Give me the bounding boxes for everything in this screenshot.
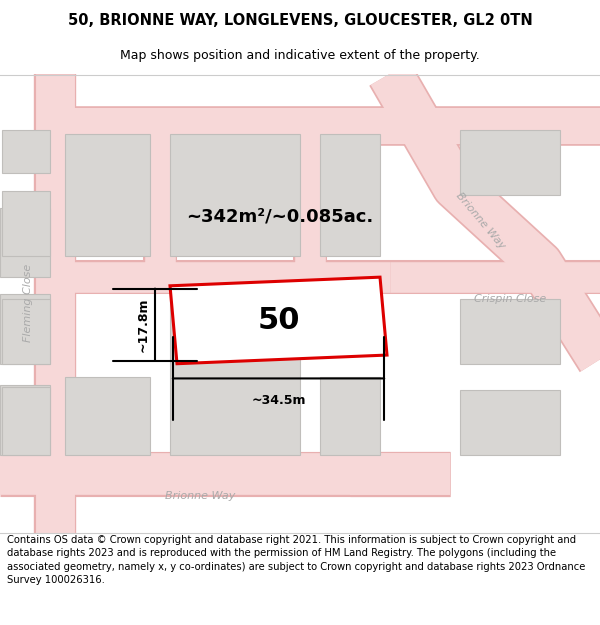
- Bar: [2, 130, 50, 173]
- Bar: [0, 386, 50, 454]
- Text: Crispin Close: Crispin Close: [474, 294, 546, 304]
- Bar: [2, 191, 50, 256]
- Text: ~34.5m: ~34.5m: [251, 394, 306, 407]
- Bar: [320, 377, 380, 454]
- Text: Brionne Way: Brionne Way: [454, 191, 506, 251]
- Bar: [65, 377, 150, 454]
- Bar: [0, 208, 50, 277]
- Text: Map shows position and indicative extent of the property.: Map shows position and indicative extent…: [120, 49, 480, 62]
- Bar: [170, 294, 300, 454]
- Text: Contains OS data © Crown copyright and database right 2021. This information is : Contains OS data © Crown copyright and d…: [7, 535, 586, 585]
- Text: Brionne Way: Brionne Way: [165, 491, 235, 501]
- Text: ~342m²/~0.085ac.: ~342m²/~0.085ac.: [187, 208, 374, 226]
- Bar: [460, 299, 560, 364]
- Text: 50, BRIONNE WAY, LONGLEVENS, GLOUCESTER, GL2 0TN: 50, BRIONNE WAY, LONGLEVENS, GLOUCESTER,…: [68, 13, 532, 28]
- Text: ~17.8m: ~17.8m: [137, 298, 149, 352]
- Bar: [170, 134, 300, 256]
- Bar: [460, 130, 560, 195]
- Text: Fleming Close: Fleming Close: [23, 264, 33, 342]
- Bar: [2, 299, 50, 364]
- Bar: [320, 134, 380, 256]
- Bar: [65, 134, 150, 256]
- Polygon shape: [170, 277, 387, 364]
- Text: 50: 50: [257, 306, 300, 335]
- Bar: [2, 387, 50, 454]
- Bar: [460, 389, 560, 454]
- Bar: [0, 294, 50, 364]
